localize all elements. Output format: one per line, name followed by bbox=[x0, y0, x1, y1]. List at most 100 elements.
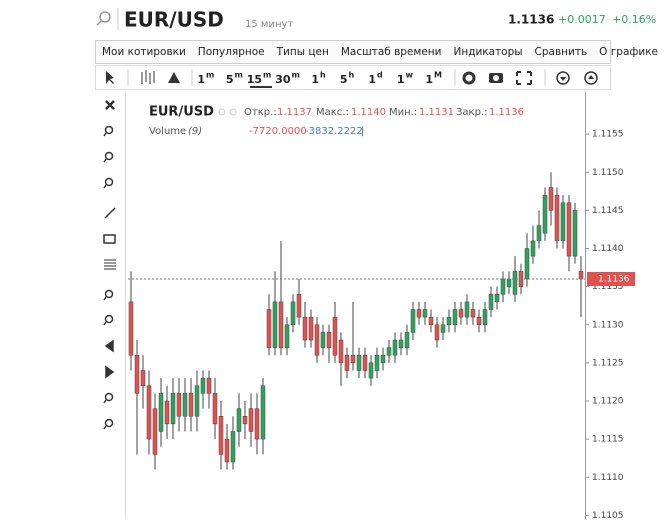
drawing-tool[interactable] bbox=[104, 339, 114, 353]
camera-lens bbox=[493, 75, 499, 81]
candle-body bbox=[254, 408, 260, 440]
candle-body bbox=[500, 278, 506, 295]
menu-item[interactable]: О графике bbox=[599, 46, 658, 58]
candle-body bbox=[128, 301, 134, 356]
candle-body bbox=[578, 271, 584, 280]
menu-item[interactable]: Типы цен bbox=[276, 46, 329, 58]
candle-body bbox=[386, 347, 392, 356]
volume-b: -3832.2222 bbox=[305, 126, 363, 137]
candle-body bbox=[224, 438, 230, 463]
candle-body bbox=[410, 309, 416, 333]
tool-shape bbox=[103, 184, 107, 189]
candle-body bbox=[560, 202, 566, 242]
legend-symbol: EUR/USD bbox=[149, 105, 214, 120]
y-tick-label: 1.1150 bbox=[592, 168, 624, 178]
menu-item[interactable]: Масштаб времени bbox=[341, 46, 442, 58]
interval-button[interactable]: 15 m bbox=[247, 71, 272, 88]
candle-body bbox=[506, 278, 512, 287]
y-tick-label: 1.1105 bbox=[592, 511, 624, 519]
candle-body bbox=[218, 416, 224, 455]
y-tick-label: 1.1110 bbox=[592, 473, 624, 483]
candle-body bbox=[188, 393, 194, 417]
low-label: Мин.: bbox=[389, 107, 417, 118]
interval-unit: m bbox=[206, 71, 214, 80]
cursor-tool[interactable] bbox=[106, 71, 114, 84]
drawing-tool[interactable] bbox=[103, 418, 114, 430]
interval-unit: w bbox=[406, 71, 414, 80]
y-tick-label: 1.1115 bbox=[592, 435, 624, 445]
interval-number: 15 bbox=[247, 73, 262, 86]
drawing-tool[interactable] bbox=[103, 289, 114, 301]
candle-body bbox=[170, 393, 176, 425]
candle-body bbox=[392, 339, 398, 356]
drawing-tool[interactable] bbox=[103, 125, 114, 137]
interval-unit: m bbox=[263, 71, 271, 80]
drawing-tool[interactable] bbox=[105, 100, 115, 110]
drawing-tool[interactable] bbox=[103, 177, 114, 189]
download-arrow bbox=[560, 77, 566, 81]
candle-body bbox=[248, 408, 254, 432]
tool-shape bbox=[103, 132, 107, 137]
candle-body bbox=[512, 271, 518, 295]
drawing-tool[interactable] bbox=[103, 234, 116, 244]
drawing-tool[interactable] bbox=[104, 259, 116, 270]
candle-body bbox=[164, 400, 170, 425]
area-type[interactable] bbox=[168, 72, 180, 83]
candle-body bbox=[572, 210, 578, 257]
search-icon[interactable] bbox=[99, 11, 111, 23]
candle-body bbox=[362, 355, 368, 371]
interval-number: 1 bbox=[311, 73, 319, 86]
candle-body bbox=[320, 332, 326, 348]
candle-body bbox=[368, 362, 374, 379]
candle-body bbox=[140, 370, 146, 386]
menu-item[interactable]: Сравнить bbox=[535, 46, 588, 58]
candle-body bbox=[452, 309, 458, 325]
candle-body bbox=[566, 202, 572, 257]
candle-body bbox=[176, 393, 182, 417]
menu-item[interactable]: Индикаторы bbox=[453, 46, 522, 58]
symbol-title: EUR/USD bbox=[124, 8, 224, 32]
tool-shape bbox=[104, 207, 116, 219]
tool-shape bbox=[105, 365, 115, 379]
y-tick-label: 1.1125 bbox=[592, 358, 624, 368]
interval-number: 5 bbox=[226, 73, 234, 86]
fullscreen-icon[interactable] bbox=[516, 71, 532, 85]
candle-body bbox=[428, 316, 434, 325]
drawing-tool[interactable] bbox=[103, 151, 114, 163]
candle-body bbox=[470, 309, 476, 318]
drawing-tool[interactable] bbox=[103, 392, 114, 404]
candle-body bbox=[236, 408, 242, 432]
drawing-tool[interactable] bbox=[103, 314, 114, 326]
interval-unit: h bbox=[320, 71, 326, 80]
drawing-tool[interactable] bbox=[105, 365, 115, 379]
settings-icon[interactable] bbox=[462, 71, 476, 85]
download-icon[interactable] bbox=[556, 71, 570, 85]
candle-body bbox=[212, 393, 218, 425]
interval-button[interactable]: 30 m bbox=[275, 71, 300, 87]
menu-item[interactable]: Популярное bbox=[198, 46, 265, 58]
close-label: Закр.: bbox=[456, 107, 487, 118]
candles-type[interactable] bbox=[141, 70, 155, 84]
candle-body bbox=[530, 240, 536, 257]
upload-icon[interactable] bbox=[584, 71, 598, 85]
candle-body bbox=[350, 355, 356, 364]
candle-body bbox=[482, 309, 488, 325]
legend-eye[interactable] bbox=[218, 108, 226, 116]
legend-gear[interactable] bbox=[229, 108, 237, 116]
menu-item[interactable]: Мои котировки bbox=[102, 46, 186, 58]
interval-number: 1 bbox=[368, 73, 376, 86]
candle-body bbox=[314, 324, 320, 356]
tool-shape bbox=[103, 296, 107, 301]
drawing-tool[interactable] bbox=[104, 207, 116, 219]
toolbar bbox=[95, 65, 611, 90]
candle-body bbox=[434, 324, 440, 341]
tool-shape bbox=[104, 339, 114, 353]
candle-body bbox=[230, 431, 236, 463]
